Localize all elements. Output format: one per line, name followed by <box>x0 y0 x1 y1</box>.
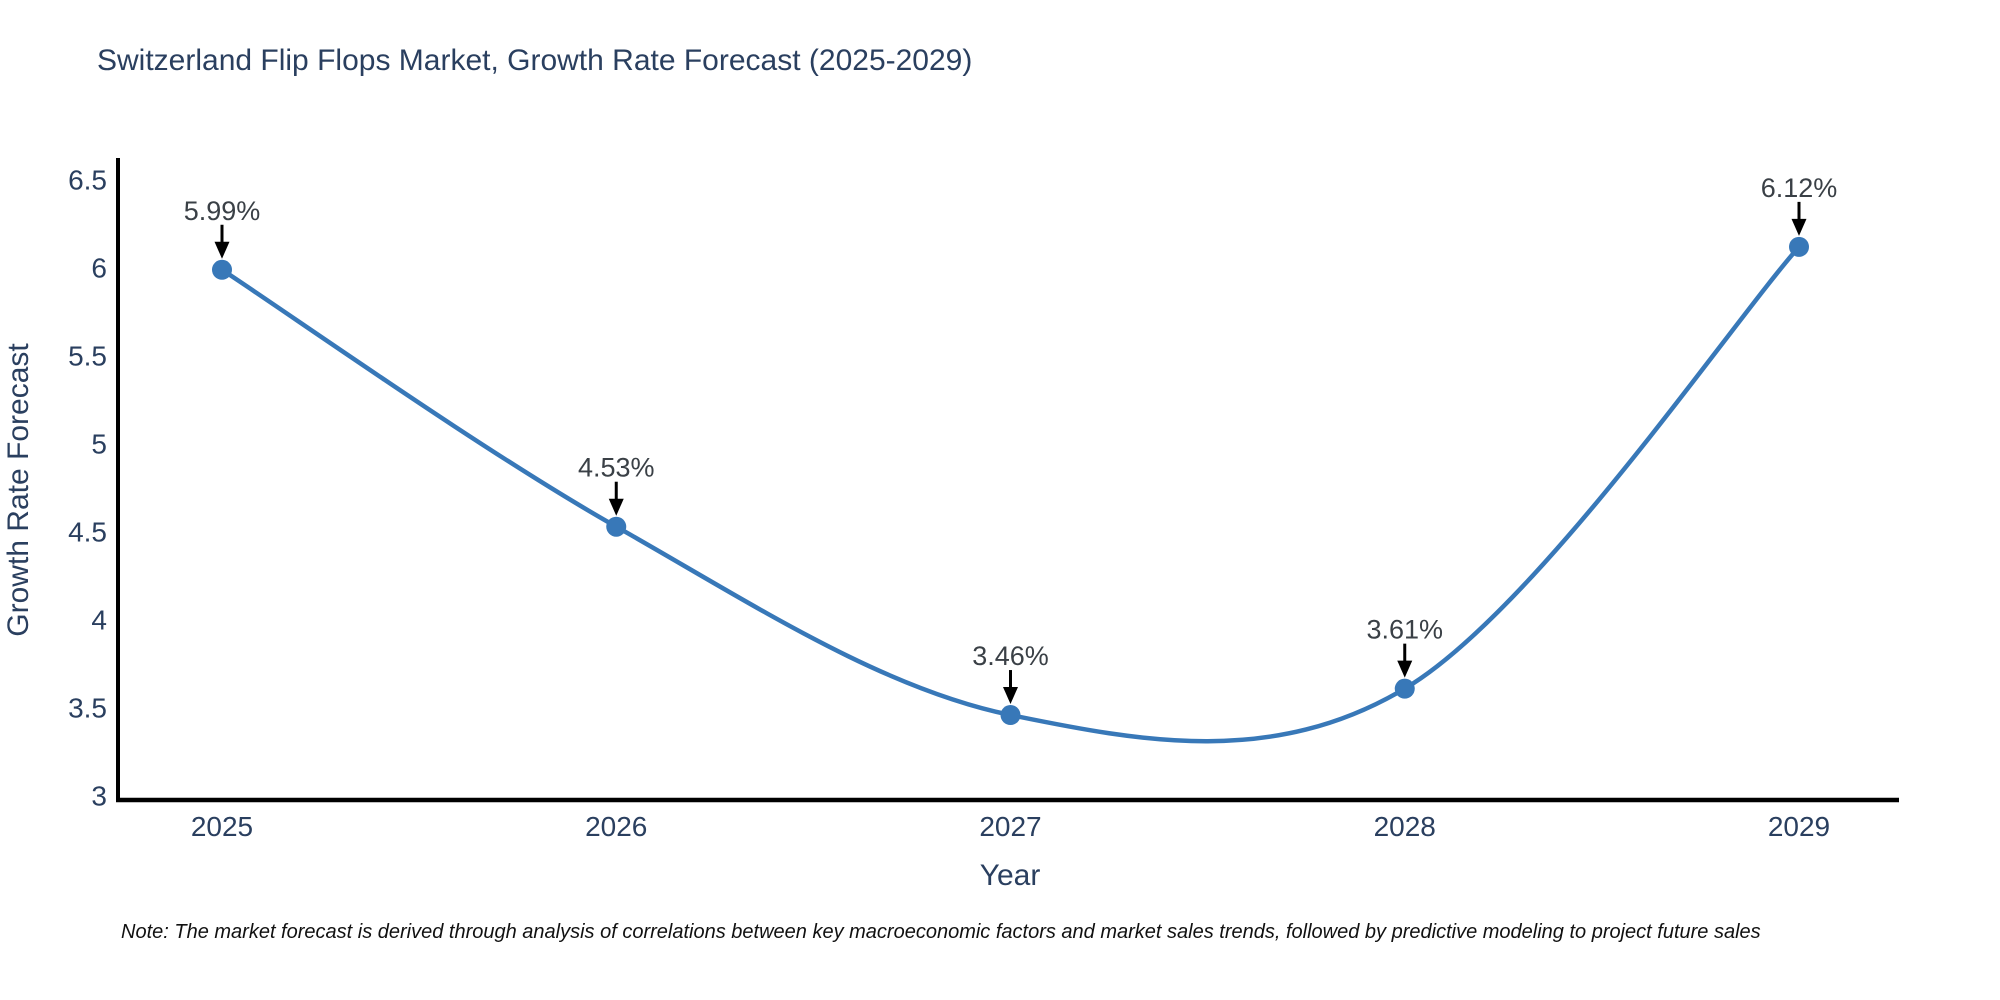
y-tick-label: 5.5 <box>68 341 107 372</box>
annotation-arrowhead-icon <box>1397 660 1413 678</box>
data-point-marker <box>1000 705 1021 726</box>
x-tick-label: 2025 <box>191 811 253 842</box>
x-tick-label: 2028 <box>1374 811 1436 842</box>
data-point-marker <box>212 259 232 280</box>
y-axis-title: Growth Rate Forecast <box>2 343 35 637</box>
footnote: Note: The market forecast is derived thr… <box>121 921 1761 943</box>
annotation-arrowhead-icon <box>1003 687 1018 705</box>
x-tick-label: 2027 <box>979 811 1041 842</box>
x-axis-title: Year <box>980 859 1041 892</box>
x-tick-label: 2026 <box>585 811 647 842</box>
data-point-label: 4.53% <box>578 453 655 483</box>
annotation-arrowhead-icon <box>608 498 624 516</box>
y-tick-label: 4 <box>91 605 107 636</box>
y-tick-label: 6 <box>91 253 107 284</box>
x-tick-label: 2029 <box>1768 811 1830 842</box>
data-point-marker <box>606 516 627 537</box>
y-tick-label: 5 <box>91 429 107 460</box>
annotation-arrowhead-icon <box>1791 218 1807 236</box>
annotation-arrowhead-icon <box>214 241 230 259</box>
data-point-label: 6.12% <box>1761 173 1838 203</box>
y-tick-label: 6.5 <box>68 165 107 196</box>
data-point-label: 3.46% <box>972 641 1049 671</box>
data-point-marker <box>1394 678 1415 699</box>
data-point-label: 5.99% <box>184 196 261 226</box>
data-point-marker <box>1789 236 1809 257</box>
y-tick-label: 4.5 <box>68 517 107 548</box>
y-tick-label: 3.5 <box>68 693 107 724</box>
chart-title: Switzerland Flip Flops Market, Growth Ra… <box>97 44 973 77</box>
data-point-label: 3.61% <box>1366 615 1443 645</box>
y-tick-label: 3 <box>91 781 107 812</box>
